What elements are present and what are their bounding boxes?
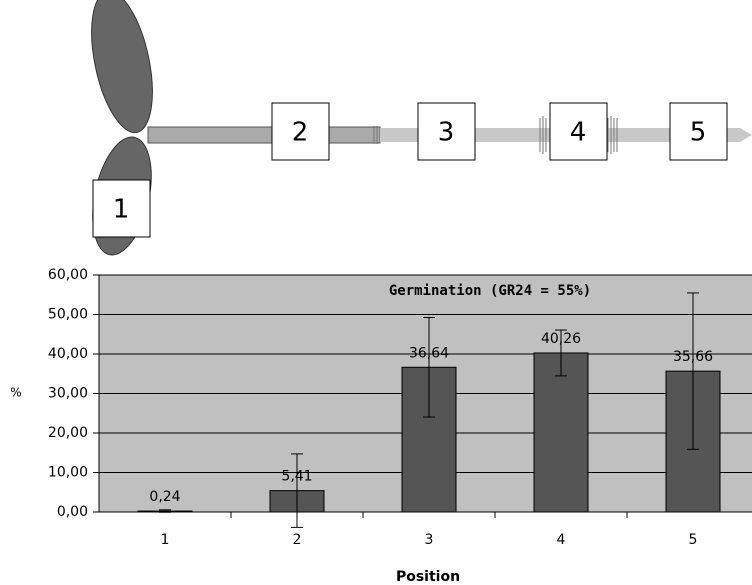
x-tick-label: 1 [161, 532, 170, 548]
y-tick-label: 10,00 [48, 465, 88, 481]
value-label: 35,66 [673, 349, 713, 365]
y-axis-label: % [10, 386, 21, 400]
position-box: 1 [93, 180, 150, 237]
x-tick-label: 4 [557, 532, 566, 548]
value-label: 40,26 [541, 331, 581, 347]
cotyledon [81, 0, 164, 138]
bar [534, 353, 588, 512]
value-label: 5,41 [281, 469, 312, 485]
position-label: 5 [690, 118, 707, 148]
value-label: 0,24 [149, 489, 180, 505]
y-tick-label: 50,00 [48, 307, 88, 323]
y-tick-label: 0,00 [57, 504, 88, 520]
x-tick-label: 5 [689, 532, 698, 548]
y-tick-label: 60,00 [48, 267, 88, 283]
position-label: 3 [438, 118, 455, 148]
position-label: 2 [292, 118, 309, 148]
y-tick-label: 20,00 [48, 425, 88, 441]
position-label: 4 [570, 118, 587, 148]
x-axis-label: Position [396, 569, 460, 585]
y-tick-label: 30,00 [48, 386, 88, 402]
y-tick-label: 40,00 [48, 346, 88, 362]
seedling-diagram: 1 2 3 4 5 [81, 0, 752, 260]
position-box: 5 [670, 103, 727, 160]
position-box: 2 [272, 103, 329, 160]
position-box: 3 [418, 103, 475, 160]
x-tick-label: 2 [293, 532, 302, 548]
value-label: 36,64 [409, 345, 449, 361]
position-box: 4 [550, 103, 607, 160]
root-tip [740, 128, 752, 142]
chart-title: Germination (GR24 = 55%) [389, 283, 591, 299]
hypocotyl [148, 127, 380, 143]
x-tick-label: 3 [425, 532, 434, 548]
figure: 1 2 3 4 5 Germination (GR24 = 55%) % Pos… [0, 0, 752, 585]
position-label: 1 [113, 195, 130, 225]
